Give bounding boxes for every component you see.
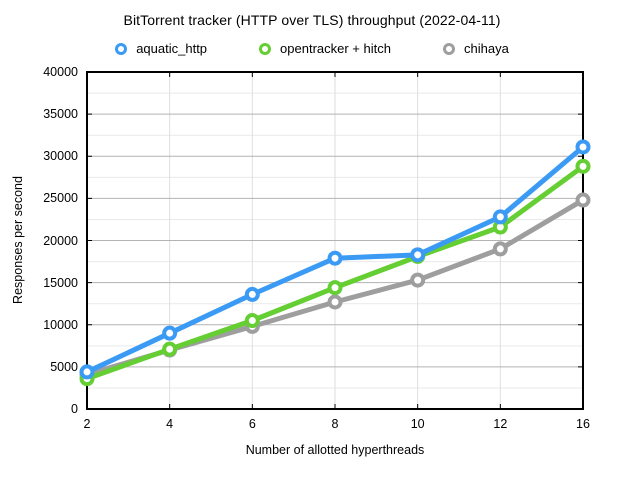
data-point-opentracker-hitch — [575, 158, 591, 174]
legend-ring-icon — [442, 42, 455, 55]
data-point-aquatic_http — [410, 247, 426, 263]
data-point-chihaya — [410, 272, 426, 288]
y-axis-title: Responses per second — [11, 176, 25, 304]
y-tick-label: 15000 — [43, 275, 78, 290]
y-tick-label: 25000 — [43, 191, 78, 206]
x-tick-label: 12 — [493, 417, 508, 431]
chart-legend: aquatic_http opentracker + hitch chihaya — [0, 41, 624, 56]
y-tick-label: 40000 — [43, 65, 78, 79]
data-point-aquatic_http — [79, 364, 95, 380]
legend-ring-icon — [259, 42, 272, 55]
data-point-chihaya — [492, 241, 508, 257]
y-tick-label: 20000 — [43, 233, 78, 248]
x-tick-label: 16 — [576, 417, 590, 431]
data-point-opentracker-hitch — [327, 280, 343, 296]
x-tick-label: 10 — [410, 417, 425, 431]
x-tick-label: 6 — [248, 417, 256, 431]
legend-item-opentracker-hitch: opentracker + hitch — [259, 41, 391, 56]
data-point-aquatic_http — [327, 250, 343, 266]
data-point-aquatic_http — [162, 325, 178, 341]
chart-title: BitTorrent tracker (HTTP over TLS) throu… — [123, 12, 501, 28]
data-point-chihaya — [575, 192, 591, 208]
y-tick-label: 5000 — [50, 359, 78, 374]
y-tick-label: 35000 — [43, 107, 78, 122]
x-tick-label: 4 — [166, 417, 174, 431]
legend-ring-icon — [115, 42, 128, 55]
x-tick-label: 8 — [331, 417, 339, 431]
data-point-opentracker-hitch — [244, 313, 260, 329]
data-point-aquatic_http — [244, 286, 260, 302]
legend-label: aquatic_http — [136, 41, 208, 56]
data-point-opentracker-hitch — [162, 341, 178, 357]
y-tick-label: 30000 — [43, 149, 78, 164]
data-point-chihaya — [327, 294, 343, 310]
y-tick-label: 10000 — [43, 317, 78, 332]
data-point-aquatic_http — [575, 139, 591, 155]
data-point-aquatic_http — [492, 209, 508, 225]
legend-item-aquatic_http: aquatic_http — [115, 41, 207, 56]
x-tick-label: 2 — [83, 417, 91, 431]
x-axis-title: Number of allotted hyperthreads — [245, 443, 425, 457]
y-tick-label: 0 — [71, 402, 78, 416]
legend-item-chihaya: chihaya — [442, 41, 509, 56]
legend-label: chihaya — [463, 41, 509, 56]
legend-label: opentracker + hitch — [280, 41, 391, 56]
